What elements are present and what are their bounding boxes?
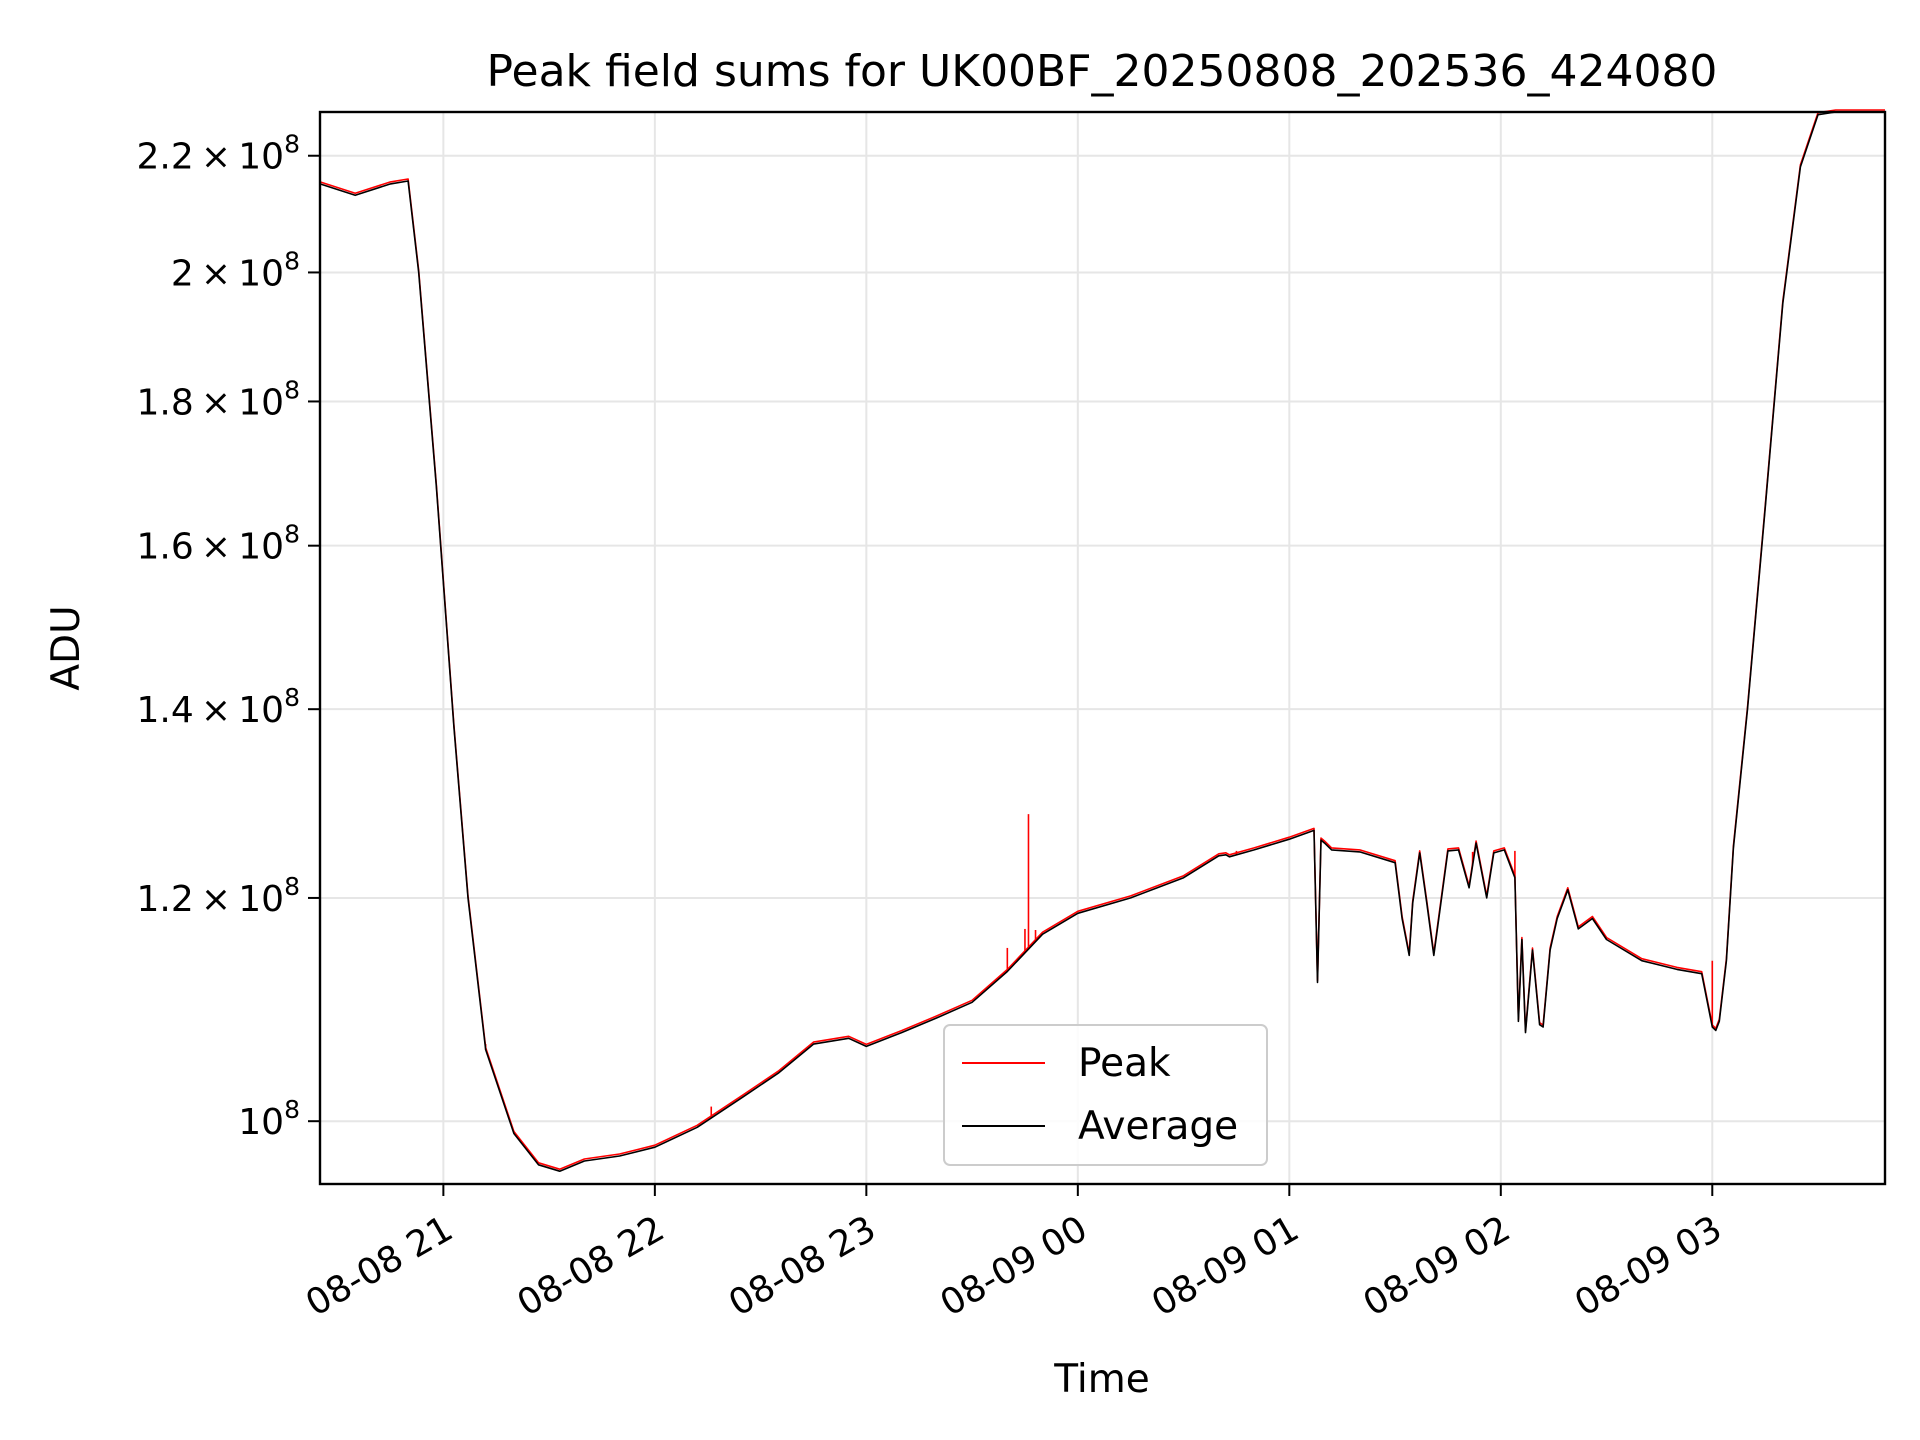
legend-label: Average <box>1078 1104 1238 1149</box>
y-tick-label: 1.2 × 108 <box>136 872 300 920</box>
plot-series <box>319 109 1885 1172</box>
y-tick-label: 1.6 × 108 <box>136 520 300 568</box>
legend-box <box>943 1024 1268 1166</box>
y-tick-label: 1.8 × 108 <box>136 375 300 423</box>
y-tick-label: 108 <box>238 1095 300 1143</box>
chart-title: Peak field sums for UK00BF_20250808_2025… <box>487 46 1718 97</box>
y-tick-label: 2 × 108 <box>171 246 300 294</box>
grid-lines <box>320 112 1885 1184</box>
y-axis-label: ADU <box>44 605 89 690</box>
legend-label: Peak <box>1078 1041 1171 1086</box>
average-series-line <box>319 111 1885 1172</box>
plot-frame <box>318 110 1887 1186</box>
y-tick-label: 1.4 × 108 <box>136 683 300 731</box>
y-tick-label: 2.2 × 108 <box>136 130 300 178</box>
legend: Peak Average <box>943 1024 1268 1166</box>
x-axis-label: Time <box>1053 1357 1149 1402</box>
y-axis-ticks: 108 1.2 × 108 1.4 × 108 1.6 × 108 1.8 × 108 2… <box>136 130 320 1143</box>
